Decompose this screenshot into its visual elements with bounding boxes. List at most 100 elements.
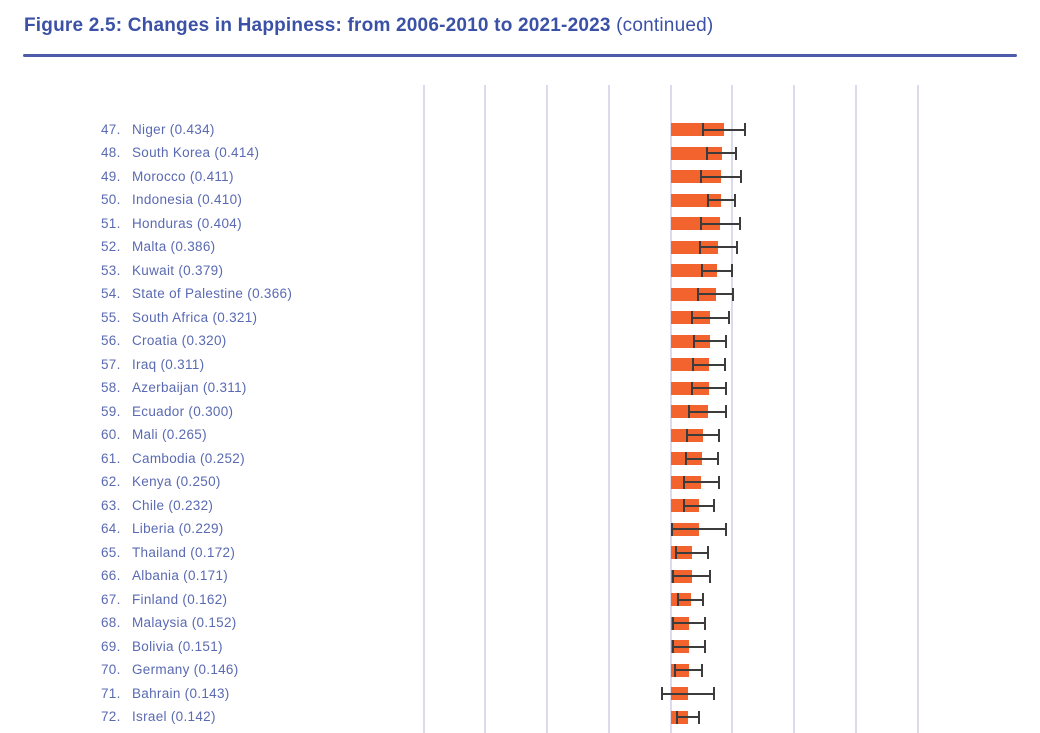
row-country-value: Chile (0.232)	[132, 497, 214, 513]
change-bar	[670, 123, 725, 136]
gridline	[854, 85, 857, 733]
row-label: 50. Indonesia (0.410)	[101, 191, 242, 209]
row-country-value: Finland (0.162)	[132, 591, 228, 607]
error-bar-line	[685, 457, 718, 460]
row-rank: 59.	[101, 403, 121, 419]
row-label: 48. South Korea (0.414)	[101, 144, 259, 162]
error-bar-tick-left	[674, 546, 677, 559]
row-country-value: South Africa (0.321)	[132, 309, 258, 325]
row-country-value: Mali (0.265)	[132, 427, 207, 442]
row-rank: 54.	[101, 286, 121, 301]
error-bar-tick-right	[704, 616, 707, 630]
row-country-value: South Korea (0.414)	[132, 145, 260, 160]
error-bar-line	[701, 175, 741, 178]
row-rank: 58.	[101, 380, 121, 395]
row-rank: 66.	[101, 568, 121, 583]
error-bar-line	[691, 316, 729, 319]
error-bar-tick-right	[725, 405, 728, 418]
error-bar-tick-left	[673, 663, 676, 677]
row-rank: 69.	[101, 638, 121, 654]
gridline	[793, 85, 795, 733]
error-bar-tick-right	[716, 452, 719, 465]
error-bar-tick-left	[661, 687, 664, 700]
row-label: 59. Ecuador (0.300)	[101, 403, 233, 421]
error-bar-tick-right	[727, 311, 730, 324]
error-bar-line	[673, 622, 706, 624]
row-label: 60. Mali (0.265)	[101, 426, 207, 444]
figure-title: Figure 2.5: Changes in Happiness: from 2…	[24, 13, 713, 39]
row-rank: 53.	[101, 262, 121, 278]
error-bar-tick-right	[701, 663, 704, 677]
row-label: 67. Finland (0.162)	[101, 591, 227, 609]
error-bar-line	[676, 716, 700, 718]
error-bar-tick-left	[698, 240, 701, 254]
row-country-value: Honduras (0.404)	[132, 215, 242, 231]
row-rank: 70.	[101, 662, 121, 677]
row-country-value: Croatia (0.320)	[132, 333, 227, 348]
change-bar	[670, 264, 718, 277]
gridline	[546, 85, 548, 733]
error-bar-tick-right	[731, 264, 734, 277]
error-bar-tick-right	[725, 334, 728, 348]
error-bar-tick-left	[697, 287, 700, 301]
error-bar-line	[662, 692, 715, 695]
error-bar-tick-right	[718, 428, 721, 442]
figure-title-continued: (continued)	[610, 15, 714, 36]
row-label: 72. Israel (0.142)	[101, 708, 216, 726]
row-country-value: Bahrain (0.143)	[132, 685, 230, 701]
figure-title-main: Figure 2.5: Changes in Happiness: from 2…	[24, 15, 611, 36]
error-bar-tick-right	[709, 569, 712, 583]
row-label: 62. Kenya (0.250)	[101, 473, 221, 491]
row-country-value: Morocco (0.411)	[132, 168, 234, 184]
row-country-value: Albania (0.171)	[132, 568, 229, 583]
row-rank: 65.	[101, 544, 121, 560]
error-bar-line	[689, 410, 727, 413]
change-bar	[670, 287, 716, 301]
error-bar-line	[700, 222, 741, 225]
error-bar-line	[692, 363, 725, 366]
error-bar-tick-right	[713, 687, 716, 700]
row-label: 61. Cambodia (0.252)	[101, 450, 245, 468]
error-bar-line	[693, 340, 727, 342]
error-bar-tick-left	[672, 616, 675, 630]
row-rank: 50.	[101, 192, 121, 207]
row-label: 70. Germany (0.146)	[101, 661, 239, 679]
error-bar-tick-left	[699, 217, 702, 230]
change-bar	[670, 381, 709, 395]
row-country-value: Kuwait (0.379)	[132, 262, 224, 278]
row-rank: 61.	[101, 450, 121, 466]
row-label: 56. Croatia (0.320)	[101, 332, 227, 350]
error-bar-tick-left	[700, 170, 703, 183]
gridline	[731, 85, 734, 733]
row-label: 65. Thailand (0.172)	[101, 544, 235, 562]
row-rank: 67.	[101, 591, 121, 607]
row-country-value: Malta (0.386)	[132, 239, 216, 254]
error-bar-line	[698, 293, 733, 295]
error-bar-tick-left	[683, 475, 686, 489]
row-rank: 71.	[101, 685, 121, 701]
row-country-value: Ecuador (0.300)	[132, 403, 234, 419]
row-rank: 62.	[101, 474, 121, 489]
error-bar-tick-left	[705, 146, 708, 160]
row-rank: 60.	[101, 427, 121, 442]
error-bar-line	[691, 387, 727, 389]
change-bar	[670, 358, 709, 371]
error-bar-line	[706, 152, 737, 154]
error-bar-tick-right	[712, 499, 715, 512]
row-rank: 63.	[101, 497, 121, 513]
error-bar-line	[684, 504, 714, 507]
gridline	[484, 85, 487, 733]
row-label: 55. South Africa (0.321)	[101, 309, 257, 327]
error-bar-tick-left	[677, 593, 680, 606]
error-bar-tick-left	[688, 405, 691, 418]
error-bar-tick-right	[744, 123, 747, 136]
row-label: 57. Iraq (0.311)	[101, 356, 204, 374]
row-country-value: Malaysia (0.152)	[132, 615, 237, 630]
error-bar-tick-right	[706, 546, 709, 559]
row-label: 51. Honduras (0.404)	[101, 215, 242, 233]
gridline	[422, 85, 425, 733]
row-country-value: Liberia (0.229)	[132, 521, 224, 536]
error-bar-line	[707, 199, 735, 201]
